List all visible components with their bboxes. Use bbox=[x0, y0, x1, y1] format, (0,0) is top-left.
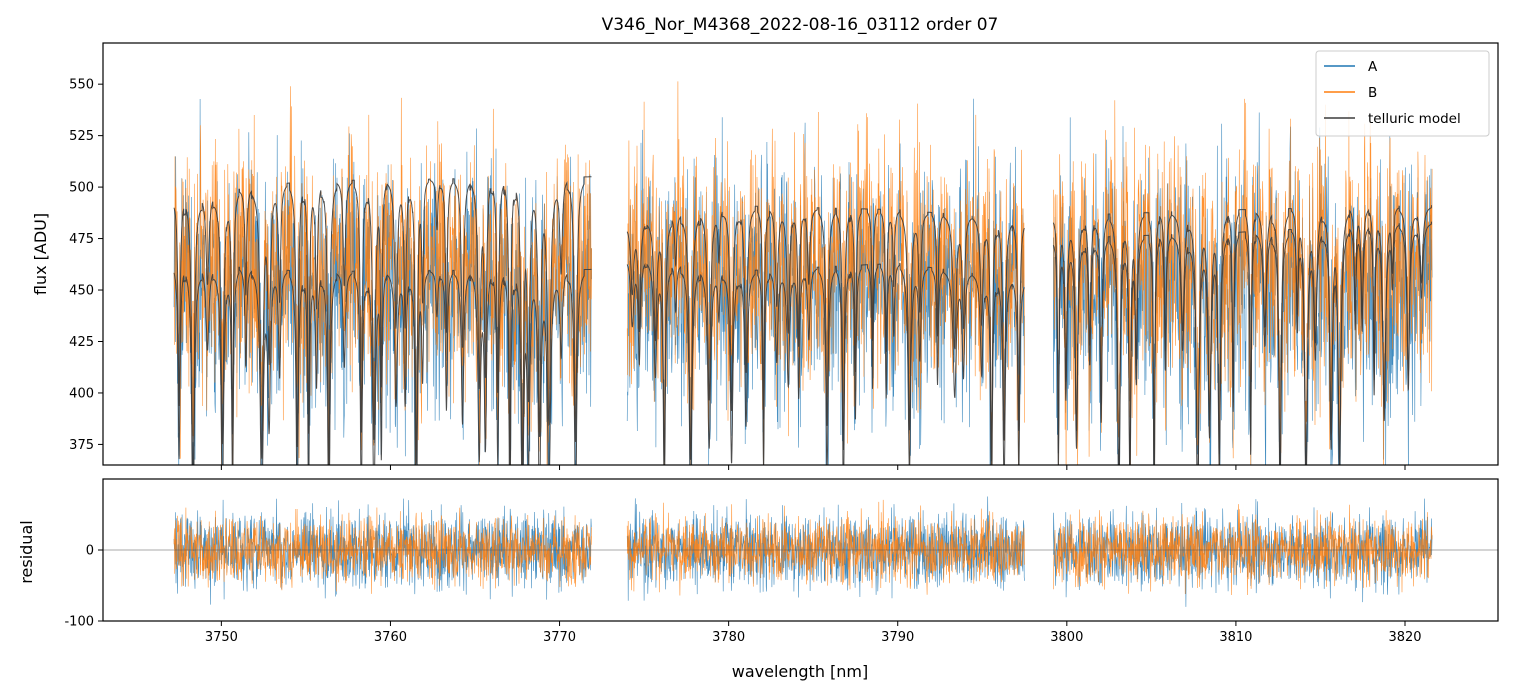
legend-box bbox=[1315, 50, 1490, 137]
wavelength-tick-label: 3820 bbox=[1388, 630, 1421, 645]
legend-label-telluric: telluric model bbox=[1368, 111, 1461, 127]
legend-label-b: B bbox=[1368, 85, 1377, 101]
wavelength-axis-label: wavelength [nm] bbox=[732, 662, 869, 681]
flux-axis-label: flux [ADU] bbox=[31, 213, 50, 295]
flux-ytick-label: 475 bbox=[69, 232, 94, 247]
flux-ytick-label: 500 bbox=[69, 181, 94, 196]
series-telluric-model-line bbox=[626, 205, 1025, 464]
wavelength-tick-label: 3760 bbox=[374, 630, 407, 645]
wavelength-tick-label: 3770 bbox=[543, 630, 576, 645]
residual-ytick-label: -100 bbox=[64, 615, 94, 630]
residual-b-line bbox=[626, 499, 1025, 596]
residual-axis-label: residual bbox=[17, 520, 36, 583]
wavelength-tick-label: 3800 bbox=[1050, 630, 1083, 645]
chart-title: V346_Nor_M4368_2022-08-16_03112 order 07 bbox=[602, 15, 999, 35]
flux-panel-frame bbox=[102, 42, 1499, 466]
flux-ytick-label: 375 bbox=[69, 438, 94, 453]
flux-ytick-label: 425 bbox=[69, 335, 94, 350]
wavelength-tick-label: 3790 bbox=[881, 630, 914, 645]
wavelength-tick-label: 3780 bbox=[712, 630, 745, 645]
wavelength-tick-label: 3750 bbox=[205, 630, 238, 645]
legend-label-a: A bbox=[1368, 59, 1378, 75]
series-b-line bbox=[626, 81, 1025, 465]
series-telluric-model-line bbox=[626, 262, 1025, 465]
series-telluric-model-line bbox=[173, 176, 592, 465]
flux-ytick-label: 450 bbox=[69, 284, 94, 299]
residual-b-line bbox=[173, 507, 592, 594]
residual-ytick-label: 0 bbox=[86, 544, 94, 559]
series-telluric-model-line bbox=[1052, 205, 1432, 465]
residual-panel: -100 0 3750 3760 3770 3780 3790 3800 3810 3820 r… bbox=[17, 478, 1499, 681]
residual-b-line bbox=[1053, 504, 1433, 596]
flux-ytick-label: 400 bbox=[69, 386, 94, 401]
residual-a-line bbox=[1053, 498, 1433, 607]
flux-ytick-label: 550 bbox=[69, 78, 94, 93]
series-telluric-model-line bbox=[1052, 221, 1432, 465]
flux-ytick-label: 525 bbox=[69, 129, 94, 144]
flux-panel: 375 400 425 450 475 500 525 550 flux [ADU] A B … bbox=[31, 42, 1499, 470]
series-b-line bbox=[1053, 98, 1433, 465]
series-telluric-model-line bbox=[173, 266, 592, 465]
wavelength-tick-label: 3810 bbox=[1219, 630, 1252, 645]
legend: A B telluric model bbox=[1315, 50, 1490, 137]
